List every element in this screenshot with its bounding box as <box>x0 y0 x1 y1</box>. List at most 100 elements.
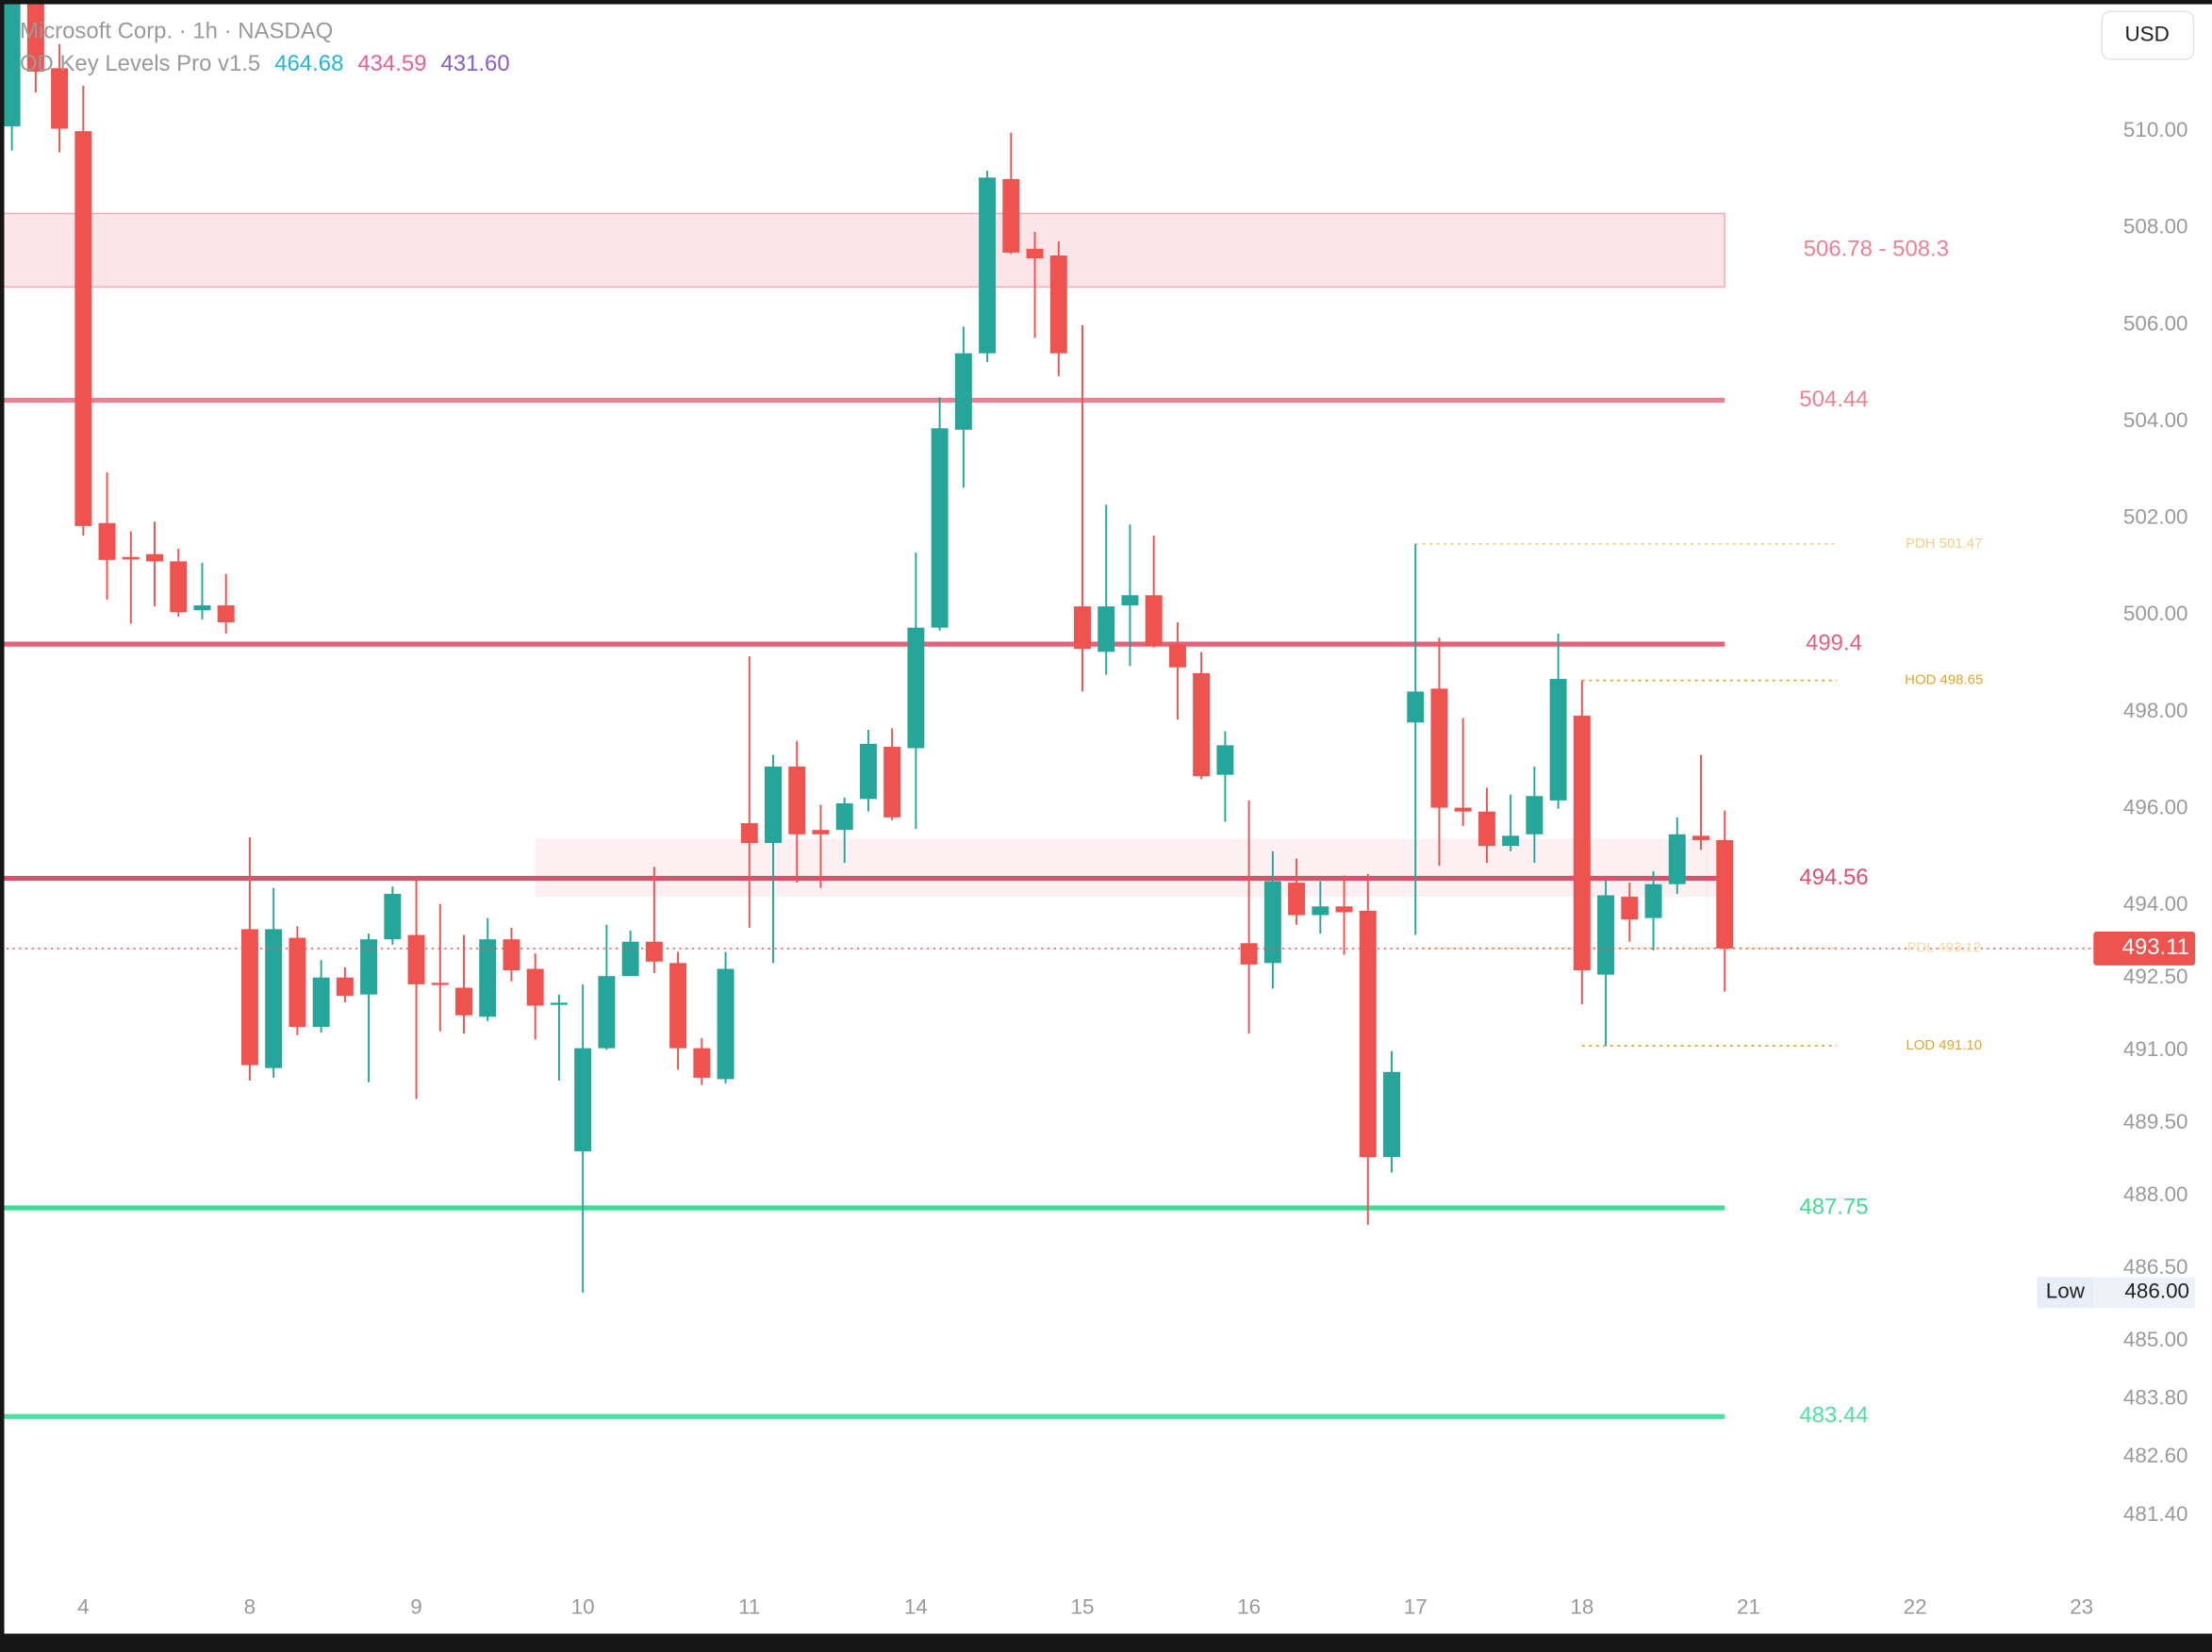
candle-body <box>1573 716 1591 971</box>
low-marker-value: 486.00 <box>2124 1280 2189 1303</box>
candle-body <box>669 963 687 1049</box>
candle-body <box>788 766 806 834</box>
candle-body <box>1454 807 1472 812</box>
candle-body <box>1621 897 1639 920</box>
y-tick-label: 504.00 <box>2123 408 2188 432</box>
x-tick-label: 11 <box>738 1595 760 1619</box>
candle-body <box>503 939 520 971</box>
y-tick-label: 510.00 <box>2123 118 2188 141</box>
key-level-label: PDH 501.47 <box>1906 536 1982 552</box>
last-price-label: 493.11 <box>2122 934 2189 960</box>
candle-body <box>1383 1071 1400 1158</box>
level-label: 483.44 <box>1799 1403 1868 1429</box>
low-marker-tag <box>2037 1277 2094 1309</box>
candle-body <box>598 976 616 1049</box>
plot-area <box>4 4 2094 1419</box>
candle-body <box>170 561 188 613</box>
x-tick-label: 9 <box>410 1595 421 1619</box>
candle-body <box>645 941 663 962</box>
y-tick-label: 492.50 <box>2123 965 2188 988</box>
candle-body <box>1074 606 1091 650</box>
candle-body <box>1716 839 1734 949</box>
x-tick-label: 23 <box>2070 1595 2093 1619</box>
candle-body <box>1477 811 1495 847</box>
candle-body <box>4 4 21 126</box>
indicator-name: OD Key Levels Pro v1.5 <box>20 51 260 76</box>
candle-body <box>360 939 378 995</box>
y-tick-label: 481.40 <box>2123 1502 2188 1526</box>
y-tick-label: 508.00 <box>2123 215 2188 239</box>
x-tick-label: 8 <box>244 1595 256 1619</box>
candle-body <box>1502 835 1520 847</box>
overlay: 510.00 508.00 506.00 504.00 502.00 500.00 498.… <box>77 118 2196 1619</box>
candle-body <box>717 968 735 1080</box>
candle-body <box>812 830 830 834</box>
candle-body <box>1216 745 1234 775</box>
candle-body <box>835 802 853 831</box>
candle-body <box>1145 595 1163 647</box>
candle-body <box>979 177 997 354</box>
candle-body <box>51 68 69 129</box>
candle-body <box>1526 796 1543 834</box>
chart-background <box>4 4 2212 1634</box>
key-level-label: PDL 493.12 <box>1907 939 1980 955</box>
x-tick-label: 18 <box>1570 1595 1593 1619</box>
level-label: 494.56 <box>1799 865 1868 890</box>
candle-body <box>1430 688 1448 808</box>
x-tick-label: 17 <box>1404 1595 1428 1619</box>
y-tick-label: 494.00 <box>2123 892 2188 916</box>
candle-body <box>98 522 116 560</box>
low-marker-name: Low <box>2046 1280 2086 1303</box>
candle-body <box>431 983 449 985</box>
candle-body <box>1597 895 1615 975</box>
level-label: 504.44 <box>1799 387 1868 412</box>
candle-body <box>1668 834 1686 884</box>
chart-title: Microsoft Corp. · 1h · NASDAQ <box>20 19 333 44</box>
candle-body <box>931 428 949 628</box>
currency-button[interactable] <box>2101 10 2195 60</box>
zone <box>535 838 1725 898</box>
zone-label: 506.78 - 508.3 <box>1804 237 1949 262</box>
candle-body <box>1098 606 1115 653</box>
candle-body <box>1407 691 1425 723</box>
key-level-label: HOD 498.65 <box>1905 672 1983 688</box>
candle-body <box>954 353 972 430</box>
candle-body <box>26 4 44 72</box>
candle-body <box>74 131 92 526</box>
candle-body <box>1263 881 1281 964</box>
candle-body <box>455 987 472 1016</box>
candle-body <box>1312 906 1329 916</box>
candle-body <box>1002 178 1020 253</box>
candle-body <box>1644 884 1662 918</box>
y-tick-label: 491.00 <box>2123 1037 2188 1061</box>
currency-label[interactable]: USD <box>2124 22 2169 45</box>
candle-body <box>740 823 758 844</box>
x-tick-label: 22 <box>1904 1595 1927 1619</box>
candle-body <box>1549 679 1567 801</box>
candle-body <box>336 977 354 997</box>
candle-body <box>1193 672 1211 777</box>
candle-body <box>240 929 258 1066</box>
candle-body <box>907 627 925 749</box>
candle-body <box>1121 595 1139 606</box>
candle-body <box>1026 248 1044 259</box>
candle-body <box>217 605 235 623</box>
x-tick-label: 16 <box>1237 1595 1261 1619</box>
candle-body <box>1049 255 1067 354</box>
candle-body <box>883 746 901 818</box>
candle-body <box>312 977 330 1028</box>
candle-body <box>765 766 782 844</box>
key-level-label: LOD 491.10 <box>1906 1037 1982 1053</box>
x-tick-label: 21 <box>1737 1595 1760 1619</box>
zone <box>4 212 1725 289</box>
y-tick-label: 496.00 <box>2123 796 2188 819</box>
candle-body <box>384 893 402 940</box>
y-tick-label: 488.00 <box>2123 1182 2188 1206</box>
candle-body <box>122 556 140 560</box>
y-tick-label: 483.80 <box>2123 1386 2188 1410</box>
candle-body <box>407 934 425 984</box>
y-tick-label: 485.00 <box>2123 1328 2188 1351</box>
candle-body <box>193 605 211 611</box>
level-label: 487.75 <box>1799 1194 1868 1219</box>
